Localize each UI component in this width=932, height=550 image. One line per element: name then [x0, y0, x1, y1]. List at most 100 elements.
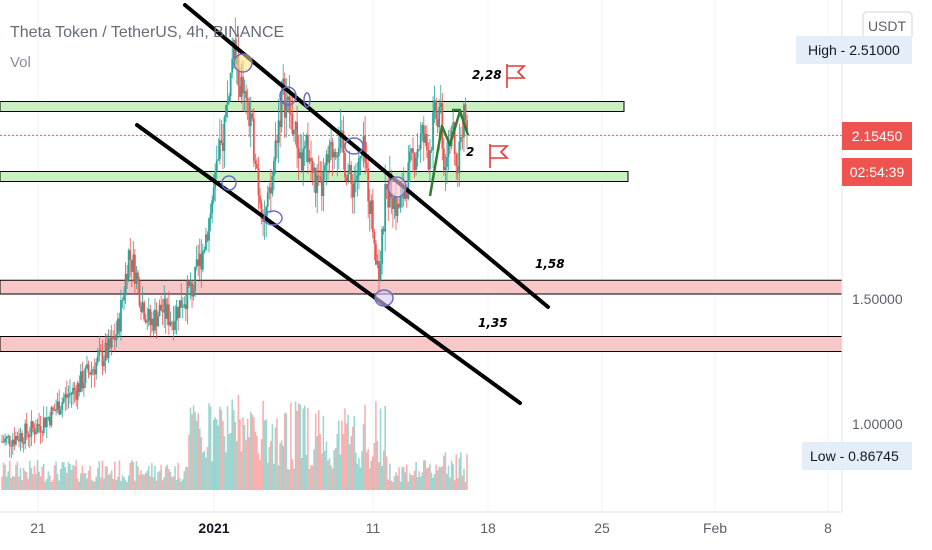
volume-bar [70, 469, 73, 490]
candle-body [419, 133, 422, 150]
candle-body [277, 120, 280, 143]
volume-bar [229, 432, 232, 490]
candle-body [396, 203, 399, 216]
volume-bar [10, 477, 13, 490]
volume-bar [55, 461, 57, 490]
candle-body [38, 424, 40, 427]
volume-bar [409, 473, 411, 490]
candle-body [297, 147, 300, 159]
volume-bar [175, 479, 178, 490]
candle-body [44, 417, 47, 428]
volume-bar [123, 477, 125, 490]
annotation-2: 2 [466, 145, 474, 159]
volume-bar [324, 450, 326, 490]
volume-bar [191, 414, 193, 490]
candle-body [385, 184, 388, 190]
volume-bar [49, 475, 51, 490]
candle-body [195, 259, 198, 267]
volume-bar [219, 406, 221, 490]
volume-bar [189, 407, 192, 490]
volume-bar [66, 472, 68, 490]
price-zone [0, 336, 843, 352]
volume-bar [67, 461, 70, 490]
volume-bar [294, 401, 297, 490]
candle-body [113, 338, 116, 341]
candle-body [129, 250, 132, 260]
candle-body [424, 133, 427, 143]
candle-body [290, 113, 292, 115]
candle-body [319, 176, 322, 180]
volume-bar [453, 480, 456, 490]
candle-body [18, 439, 20, 442]
volume-bar [180, 481, 183, 490]
candle-body [285, 99, 288, 118]
volume-bar [246, 418, 249, 490]
y-tick-label: 1.50000 [852, 291, 903, 307]
volume-bar [35, 474, 37, 490]
candle-body [322, 171, 325, 197]
candle-body [382, 229, 385, 232]
volume-bar [53, 465, 56, 490]
volume-bar [8, 460, 11, 490]
candle-body [447, 141, 450, 157]
candle-body [359, 156, 362, 159]
volume-bar [333, 450, 335, 490]
volume-bar [188, 434, 190, 490]
candle-body [7, 435, 10, 437]
candle-body [246, 98, 249, 102]
candle-body [334, 151, 337, 158]
candle-body [158, 304, 161, 317]
time-axis[interactable]: 21 2021 11 18 25 Feb 8 [0, 511, 842, 536]
x-tick-label: Feb [703, 520, 727, 536]
candle-body [405, 190, 408, 199]
candle-body [61, 402, 64, 411]
candle-body [308, 157, 311, 163]
candle-body [425, 133, 428, 150]
volume-bar [379, 408, 382, 490]
candle-body [52, 407, 54, 410]
pivot-circle [387, 176, 407, 198]
candle-body [234, 40, 237, 65]
candle-body [407, 162, 410, 199]
candle-body [368, 201, 371, 214]
candle-body [464, 104, 467, 121]
volume-bar [353, 415, 356, 490]
volume-bar [368, 468, 371, 490]
volume-bar [393, 476, 396, 490]
volume-bar [344, 408, 346, 490]
pivot-circle [344, 137, 364, 155]
volume-bar [321, 453, 323, 490]
candle-body [376, 260, 379, 265]
volume-bar [342, 434, 345, 490]
volume-bar [458, 458, 461, 490]
candle-body [317, 175, 320, 177]
volume-bar [273, 463, 275, 490]
candle-body [81, 371, 84, 389]
candle-body [307, 135, 309, 163]
volume-bar [161, 480, 164, 490]
candle-body [379, 263, 382, 281]
candle-body [89, 372, 91, 375]
candle-body [399, 195, 402, 208]
pivot-circle [303, 92, 311, 108]
volume-bar [291, 459, 294, 490]
candle-body [218, 140, 221, 160]
candle-body [461, 137, 464, 138]
volume-bar [260, 439, 263, 490]
candle-body [299, 152, 302, 159]
volume-bar [367, 448, 369, 490]
candle-body [421, 124, 424, 134]
candle-body [336, 156, 339, 158]
volume-bar [280, 440, 283, 490]
volume-bar [146, 470, 149, 490]
candle-body [305, 135, 308, 147]
candle-body [229, 72, 232, 97]
candle-body [257, 168, 260, 196]
candle-body [330, 141, 332, 145]
volume-bar [304, 405, 306, 490]
price-axis[interactable]: USDT High - 2.51000 2.15450 02:54:39 1.5… [796, 0, 913, 512]
volume-bar [418, 471, 420, 490]
candle-body [15, 435, 17, 445]
volume-bar [456, 478, 459, 490]
